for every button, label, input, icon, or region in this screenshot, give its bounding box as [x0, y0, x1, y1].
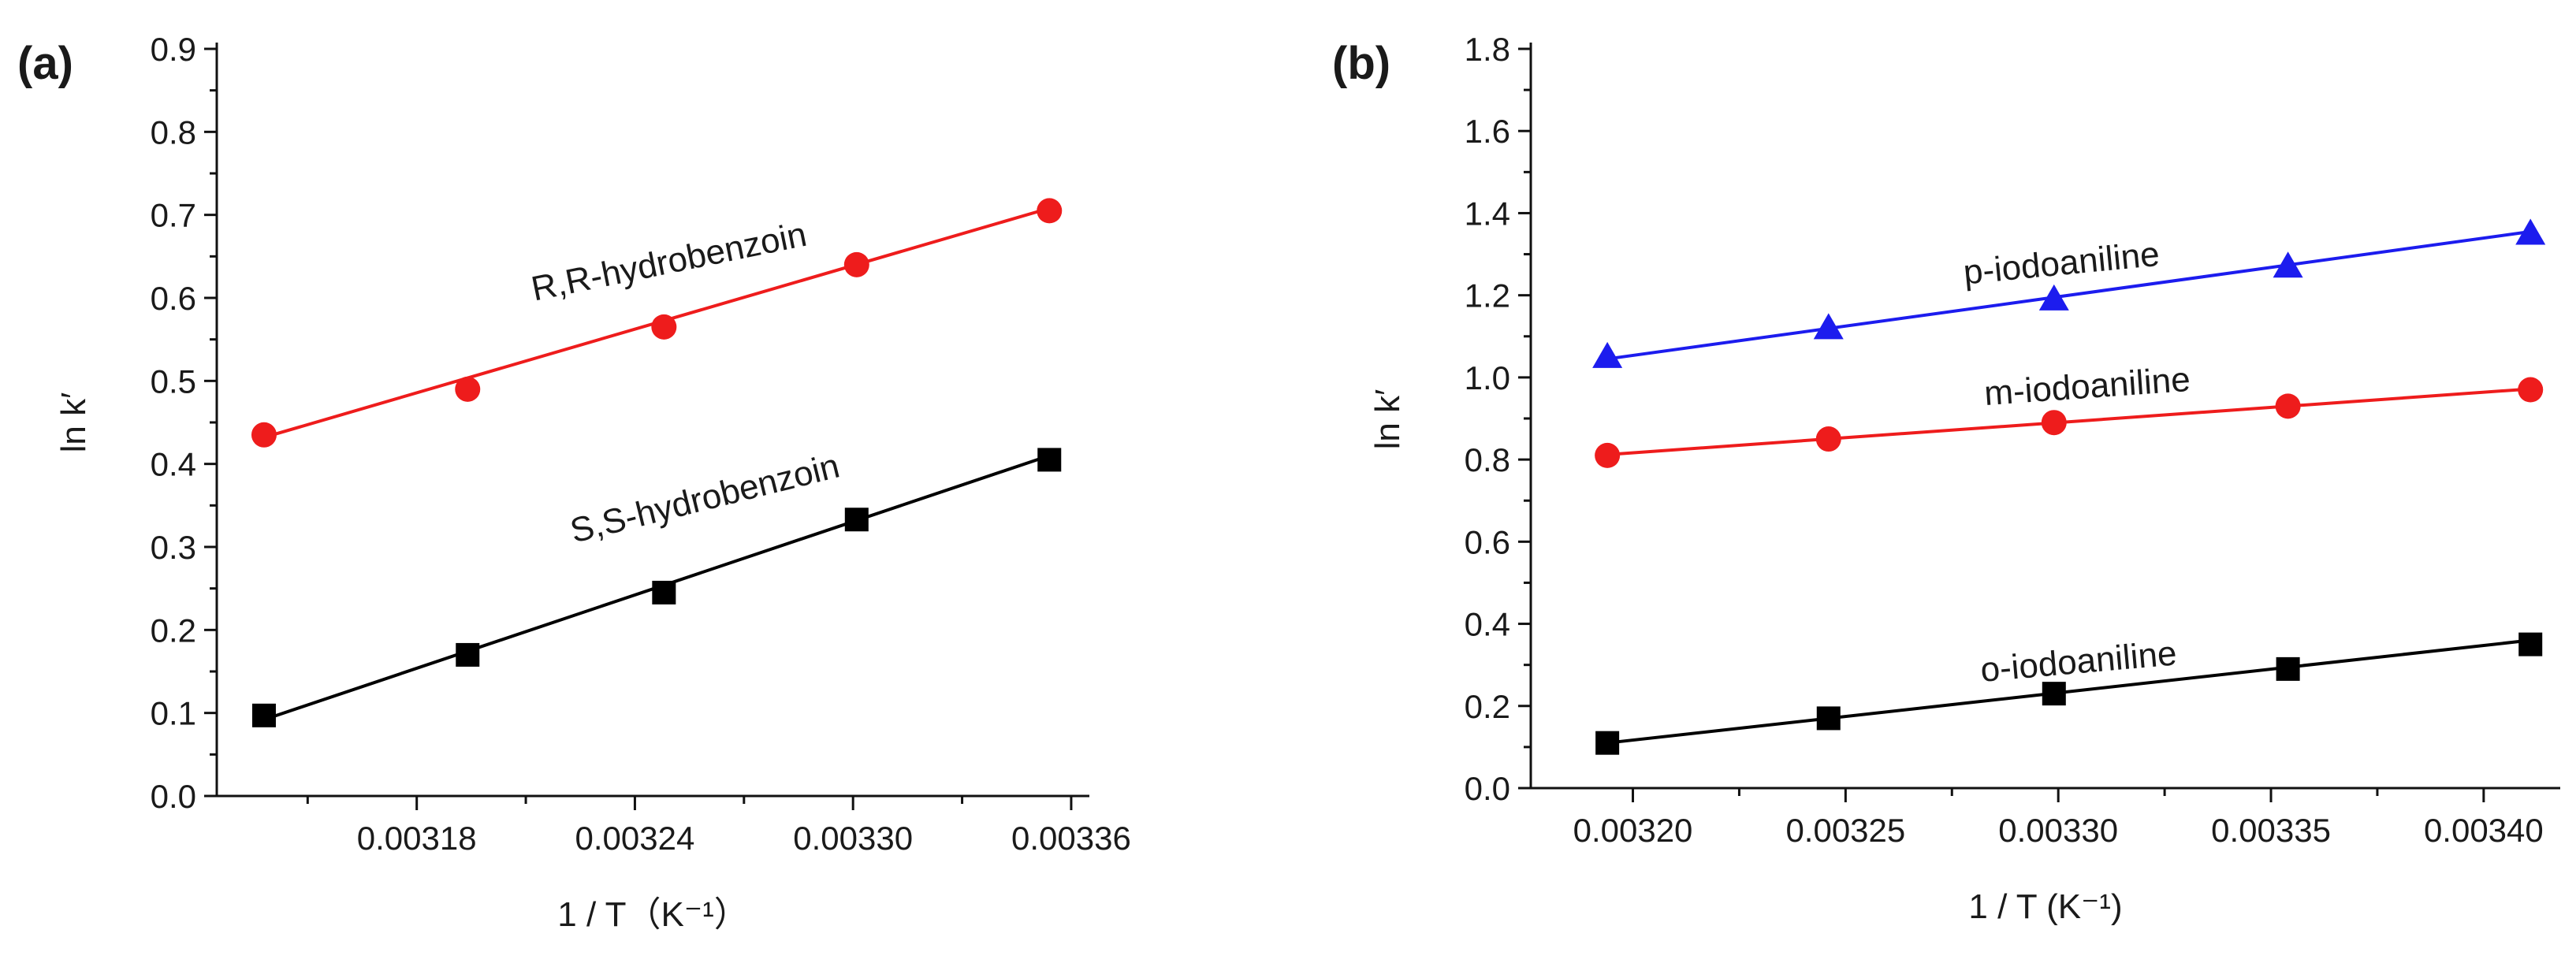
- panel-b-y-tick-label: 1.4: [1465, 195, 1510, 232]
- panel-a-data-point-R,R-hydrobenzoin: [843, 251, 869, 277]
- panel-a-y-tick-label: 0.6: [151, 280, 196, 317]
- panel-a-y-tick-label: 0.9: [151, 31, 196, 68]
- panel-b-data-point-m-iodoaniline: [1815, 426, 1841, 452]
- panel-a-y-tick-label: 0.5: [151, 363, 196, 400]
- panel-a-y-axis-title: ln k′: [54, 392, 93, 453]
- panel-b-x-tick-label: 0.00320: [1573, 812, 1693, 849]
- panel-a-y-tick-label: 0.1: [151, 695, 196, 732]
- panel-b-y-tick-label: 1.6: [1465, 113, 1510, 150]
- panel-b-data-point-o-iodoaniline: [2518, 632, 2543, 656]
- panel-a-y-tick-label: 0.2: [151, 612, 196, 649]
- panel-b-fit-line-o-iodoaniline: [1606, 638, 2531, 745]
- panel-b-data-point-m-iodoaniline: [2518, 377, 2544, 403]
- panel-b-data-point-o-iodoaniline: [2276, 656, 2300, 681]
- panel-b-series-label-p-iodoaniline: p-iodoaniline: [1962, 235, 2161, 292]
- panel-b-fit-line-m-iodoaniline: [1606, 387, 2531, 456]
- panel-b-data-point-p-iodoaniline: [2515, 218, 2546, 245]
- panel-b-fit-line-p-iodoaniline: [1606, 229, 2531, 361]
- panel-a-y-tick-label: 0.3: [151, 529, 196, 566]
- panel-b-y-tick-label: 0.6: [1465, 523, 1510, 560]
- panel-b-data-point-o-iodoaniline: [1816, 706, 1841, 731]
- panel-b-data-point-m-iodoaniline: [1595, 442, 1621, 468]
- panel-b-y-tick-label: 0.2: [1465, 688, 1510, 725]
- panel-a-x-tick-label: 0.00324: [575, 820, 695, 857]
- panel-b-y-tick-label: 1.8: [1465, 31, 1510, 68]
- panel-b-data-point-p-iodoaniline: [2273, 251, 2303, 278]
- panel-b-data-point-p-iodoaniline: [1813, 313, 1844, 340]
- panel-a-x-tick-label: 0.00336: [1011, 820, 1131, 857]
- panel-b-data-point-m-iodoaniline: [2275, 393, 2301, 419]
- panel-a-data-point-R,R-hydrobenzoin: [455, 376, 481, 402]
- panel-a-y-tick-label: 0.0: [151, 778, 196, 815]
- panel-b-series-label-m-iodoaniline: m-iodoaniline: [1983, 360, 2191, 413]
- panel-b-y-tick-label: 1.0: [1465, 359, 1510, 396]
- panel-b-label: (b): [1332, 38, 1390, 89]
- panel-a-x-tick-label: 0.00318: [357, 820, 477, 857]
- panel-a-y-tick-label: 0.7: [151, 197, 196, 234]
- panel-b-data-point-m-iodoaniline: [2041, 410, 2067, 436]
- panel-a-x-tick-label: 0.00330: [793, 820, 913, 857]
- panel-b-x-tick-label: 0.00335: [2211, 812, 2331, 849]
- panel-a-data-point-S,S-hydrobenzoin: [844, 508, 869, 532]
- panel-a-x-axis-title: 1 / T（K⁻¹）: [557, 895, 748, 934]
- panel-b-y-axis-title: ln k′: [1368, 389, 1407, 450]
- panel-a-data-point-R,R-hydrobenzoin: [1037, 198, 1063, 224]
- panel-a-data-point-S,S-hydrobenzoin: [1037, 448, 1062, 472]
- panel-b-x-tick-label: 0.00330: [1998, 812, 2118, 849]
- panel-a: (a) 0.0 0.1 0.2 0.3 0.4 0.5 0.6 0.7 0.8 0.9 0.00318…: [17, 31, 1131, 934]
- panel-a-y-tick-label: 0.8: [151, 113, 196, 151]
- panel-a-data-point-R,R-hydrobenzoin: [251, 422, 277, 448]
- panel-b-y-tick-label: 0.4: [1465, 606, 1510, 643]
- panel-a-data-point-S,S-hydrobenzoin: [456, 642, 480, 667]
- panel-a-label: (a): [17, 38, 73, 89]
- panel-a-data-point-R,R-hydrobenzoin: [651, 314, 677, 340]
- panel-b-y-tick-label: 1.2: [1465, 277, 1510, 314]
- panel-b-data-point-p-iodoaniline: [1592, 341, 1623, 368]
- panel-a-data-point-S,S-hydrobenzoin: [652, 580, 676, 604]
- panel-b-x-tick-label: 0.00325: [1785, 812, 1905, 849]
- panel-a-series-label-S,S-hydrobenzoin: S,S-hydrobenzoin: [567, 446, 843, 550]
- panel-b-x-tick-label: 0.00340: [2424, 812, 2544, 849]
- panel-b: (b) 0.0 0.2 0.4 0.6 0.8 1.0 1.2 1.4 1.6 1.8 0.00320…: [1332, 31, 2560, 926]
- panel-b-data-point-o-iodoaniline: [1595, 731, 1620, 755]
- panel-b-y-tick-label: 0.0: [1465, 770, 1510, 807]
- panel-a-series-label-R,R-hydrobenzoin: R,R-hydrobenzoin: [528, 215, 810, 309]
- panel-a-data-point-S,S-hydrobenzoin: [251, 703, 276, 727]
- panel-a-y-tick-label: 0.4: [151, 446, 196, 483]
- panel-b-x-axis-title: 1 / T (K⁻¹): [1968, 887, 2122, 926]
- panel-b-y-tick-label: 0.8: [1465, 441, 1510, 478]
- panel-b-data-point-p-iodoaniline: [2038, 284, 2069, 311]
- panel-b-data-point-o-iodoaniline: [2042, 682, 2066, 706]
